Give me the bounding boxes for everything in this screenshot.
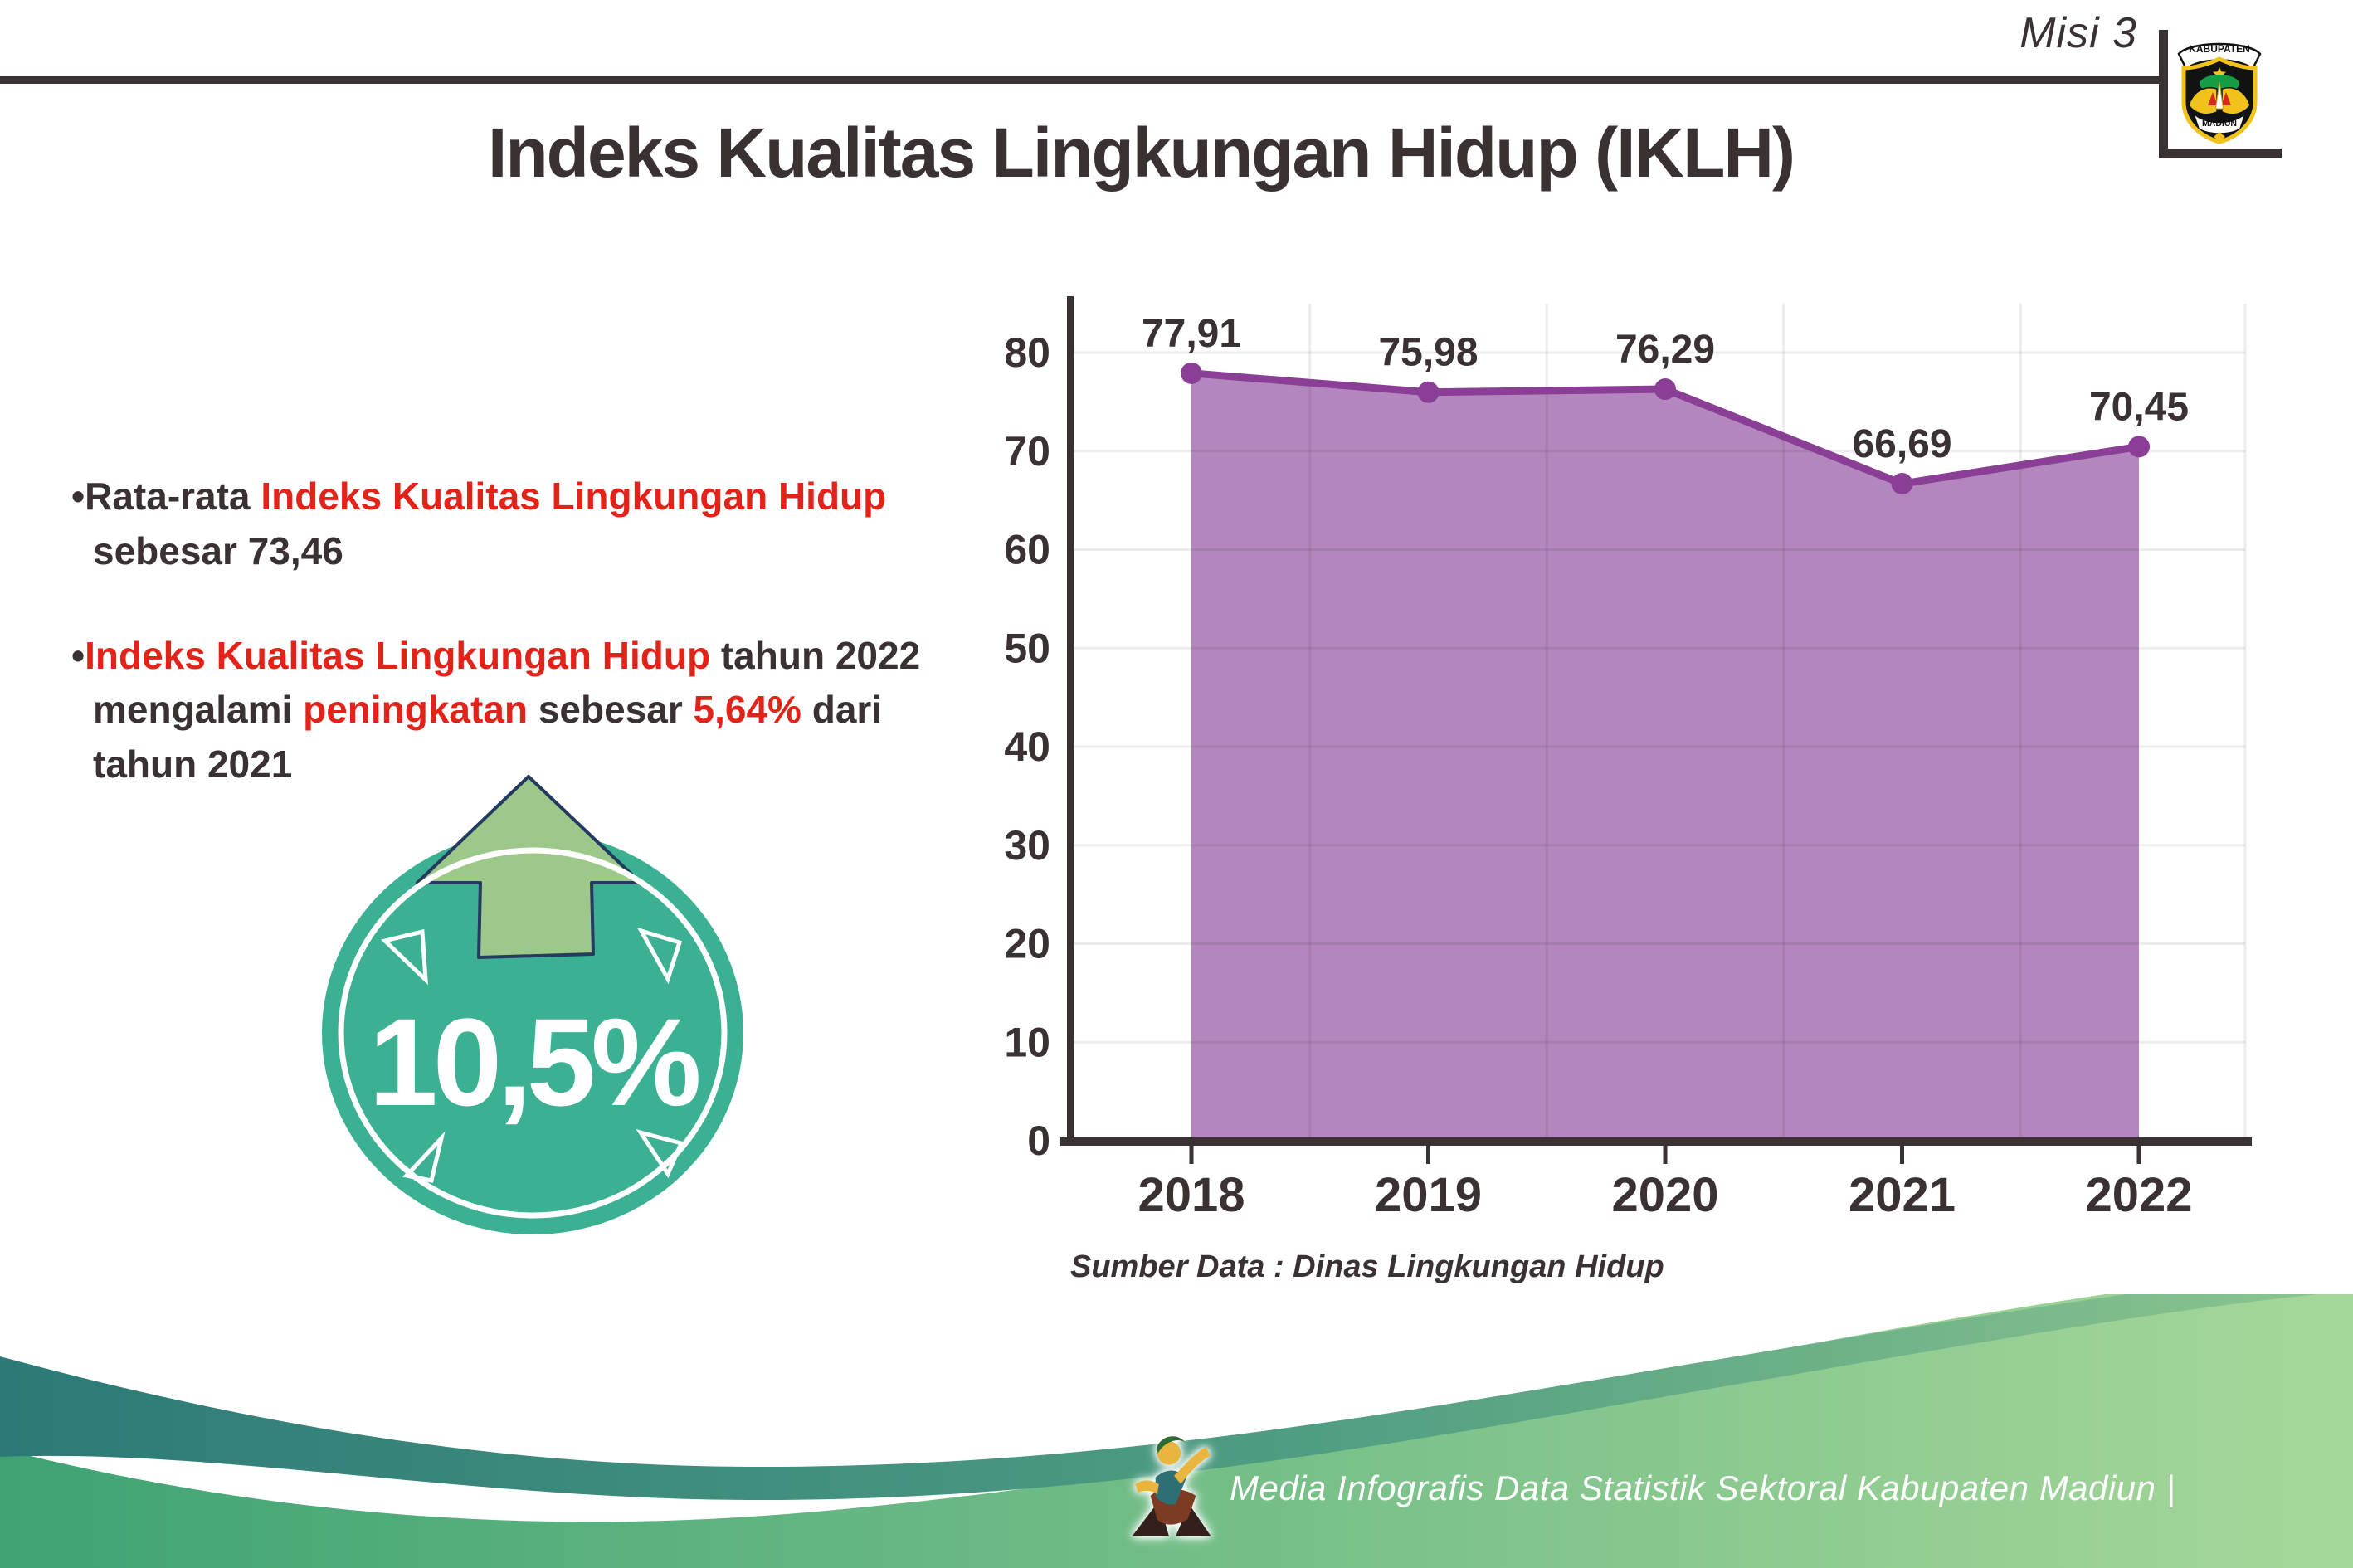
chart-ytick-label: 80 [1004, 329, 1050, 376]
page-title: Indeks Kualitas Lingkungan Hidup (IKLH) [487, 114, 1795, 192]
bullet-marker: • [71, 633, 85, 677]
summary-bullets: •Rata-rata Indeks Kualitas Lingkungan Hi… [71, 470, 934, 792]
badge-circle [322, 831, 743, 1234]
dancer-mascot-icon [1132, 1436, 1211, 1536]
bullet-increase-2022: •Indeks Kualitas Lingkungan Hidup tahun … [71, 629, 934, 792]
chart-year-label: 2018 [1138, 1168, 1245, 1222]
logo-banner [2177, 42, 2262, 71]
chart-value-label: 77,91 [1142, 312, 1241, 356]
sparkle-triangle-icon [636, 927, 683, 985]
logo-frame-horizontal [2159, 149, 2282, 158]
footer-caption: Media Infografis Data Statistik Sektoral… [1230, 1468, 2176, 1507]
bullet-text-highlight: peningkatan [303, 688, 529, 732]
logo-top-text: KABUPATEN [2189, 43, 2250, 55]
chart-ytick-label: 70 [1004, 428, 1050, 475]
chart-x-tick [1900, 1146, 1904, 1164]
bullet-text: sebesar [528, 688, 694, 732]
bullet-text-highlight: Indeks Kualitas Lingkungan Hidup [85, 633, 711, 677]
chart-point [2128, 436, 2150, 458]
header-rule [0, 76, 2161, 84]
chart-value-label: 70,45 [2089, 385, 2189, 429]
chart-ytick-label: 30 [1004, 822, 1050, 869]
increase-badge: 10,5% [322, 775, 743, 1234]
chart-x-axis [1060, 1137, 2252, 1146]
sparkle-triangle-icon [380, 928, 428, 986]
bullet-text: dari [801, 688, 883, 732]
logo-bottom-band [2193, 113, 2246, 134]
logo-bottom-text: MADIUN [2202, 119, 2237, 129]
logo-frame-vertical [2159, 30, 2168, 158]
chart-y-axis [1067, 296, 1074, 1145]
bullet-marker: • [71, 475, 85, 518]
chart-point [1417, 381, 1440, 403]
chart-area-fill [1191, 373, 2139, 1138]
logo-right-flame [2221, 92, 2231, 105]
chart-value-label: 66,69 [1852, 422, 1951, 466]
badge-ring [338, 847, 728, 1219]
bullet-text: mengalami [93, 688, 304, 732]
bullet-text-highlight: 5,64% [693, 688, 801, 732]
badge-value: 10,5% [368, 992, 699, 1132]
chart-x-tick [2136, 1146, 2141, 1164]
sparkle-triangle-icon [402, 1131, 446, 1183]
chart-point [1181, 362, 1202, 384]
chart-ytick-label: 20 [1004, 921, 1050, 967]
chart-point [1654, 378, 1676, 401]
sparkle-triangle-icon [636, 1128, 684, 1179]
badge-sparkle-triangles [380, 927, 684, 1183]
chart-year-label: 2021 [1849, 1168, 1956, 1222]
iklh-area-chart: 77,91 75,98 76,29 66,69 70,45 2018 2019 2020 202… [954, 274, 2253, 1336]
logo-bottom-ornament [2214, 132, 2225, 141]
chart-x-tick [1189, 1146, 1194, 1164]
bullet-text: sebesar 73,46 [93, 528, 343, 572]
logo-kris [2214, 81, 2224, 110]
bullet-average-iklh: •Rata-rata Indeks Kualitas Lingkungan Hi… [71, 470, 934, 579]
chart-value-label: 76,29 [1615, 328, 1715, 372]
chart-ytick-label: 40 [1004, 723, 1050, 770]
source-note: Sumber Data : Dinas Lingkungan Hidup [1070, 1249, 1664, 1284]
chart-year-label: 2019 [1375, 1168, 1482, 1222]
chart-ytick-label: 50 [1004, 625, 1050, 671]
bullet-text: tahun 2022 [710, 633, 921, 677]
bullet-text: tahun 2021 [93, 743, 293, 786]
bullet-text-highlight: Indeks Kualitas Lingkungan Hidup [261, 475, 887, 518]
kabupaten-madiun-logo-icon: KABUPATEN MADIUN [2177, 42, 2262, 144]
logo-left-flame [2208, 92, 2218, 105]
chart-year-label: 2020 [1611, 1168, 1718, 1222]
bullet-text: Rata-rata [85, 475, 261, 518]
misi-label: Misi 3 [2019, 9, 2137, 57]
chart-ytick-label: 10 [1004, 1019, 1050, 1065]
chart-ytick-label: 0 [1027, 1118, 1050, 1164]
chart-x-tick [1663, 1146, 1668, 1164]
chart-point [1891, 473, 1913, 495]
chart-value-label: 75,98 [1378, 331, 1478, 375]
chart-ytick-label: 60 [1004, 527, 1050, 573]
chart-x-tick [1426, 1146, 1430, 1164]
chart-year-label: 2022 [2085, 1168, 2192, 1222]
